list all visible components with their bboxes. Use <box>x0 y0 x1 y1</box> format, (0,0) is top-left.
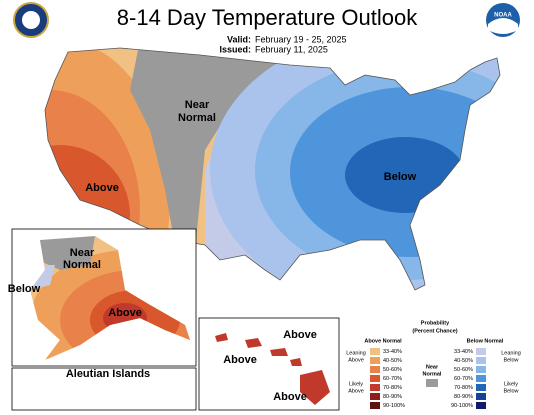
hawaii-island <box>270 348 288 356</box>
legend-near: Normal <box>423 371 442 377</box>
legend-leaning: Leaning <box>501 350 521 356</box>
legend-below-header: Below Normal <box>467 338 504 344</box>
noaa-logo-wave <box>488 18 518 34</box>
ak-near-label: Normal <box>63 259 101 271</box>
hawaii-big-island <box>300 370 330 405</box>
legend-above-range: 50-60% <box>383 367 402 373</box>
hawaii-label: Above <box>273 391 307 403</box>
title: 8-14 Day Temperature Outlook <box>117 5 418 30</box>
legend-above-swatch <box>370 384 380 391</box>
aleutian-label: Aleutian Islands <box>66 368 150 380</box>
issued-label: Issued: <box>219 44 251 54</box>
legend-below-swatch <box>476 348 486 355</box>
legend-leaning: Below <box>504 357 519 363</box>
hawaii-island <box>245 338 262 348</box>
legend-above-range: 80-90% <box>383 394 402 400</box>
hawaii-island <box>290 358 302 366</box>
legend-subtitle: (Percent Chance) <box>412 328 457 334</box>
legend-below-swatch <box>476 402 486 409</box>
legend-likely: Likely <box>349 381 363 387</box>
legend-below-range: 60-70% <box>454 376 473 382</box>
legend-above-range: 33-40% <box>383 349 402 355</box>
ak-below-label: Below <box>8 283 41 295</box>
legend-above-range: 70-80% <box>383 385 402 391</box>
legend-above-swatch <box>370 366 380 373</box>
legend-below-range: 33-40% <box>454 349 473 355</box>
legend-near: Near <box>426 364 439 370</box>
legend-below-swatch <box>476 357 486 364</box>
legend-below-range: 40-50% <box>454 358 473 364</box>
legend-below-swatch <box>476 384 486 391</box>
legend-above-header: Above Normal <box>364 338 402 344</box>
conus-below-label: Below <box>384 171 417 183</box>
hawaii-label: Above <box>283 329 317 341</box>
legend-above-range: 60-70% <box>383 376 402 382</box>
legend-leaning: Above <box>348 357 364 363</box>
legend-below-swatch <box>476 366 486 373</box>
legend-above-range: 40-50% <box>383 358 402 364</box>
legend-below-range: 70-80% <box>454 385 473 391</box>
legend-below-swatch <box>476 375 486 382</box>
noaa-text: NOAA <box>494 13 512 19</box>
legend-near-swatch <box>426 379 438 387</box>
ak-near-label: Near <box>70 247 95 259</box>
conus-near-label: Normal <box>178 112 216 124</box>
ak-above-label: Above <box>108 307 142 319</box>
legend-above-range: 90-100% <box>383 403 405 409</box>
doc-seal-center <box>22 11 40 29</box>
issued-date: February 11, 2025 <box>255 44 328 54</box>
legend-above-swatch <box>370 393 380 400</box>
legend-title: Probability <box>421 320 450 326</box>
hawaii-label: Above <box>223 354 257 366</box>
aleutian-inset <box>11 367 197 411</box>
valid-label: Valid: <box>227 34 251 44</box>
legend-above-swatch <box>370 402 380 409</box>
legend-likely: Below <box>504 388 519 394</box>
legend-leaning: Leaning <box>346 350 366 356</box>
hawaii-island <box>215 333 228 342</box>
legend-below-range: 80-90% <box>454 394 473 400</box>
legend-likely: Above <box>348 388 364 394</box>
conus-near-label: Near <box>185 99 210 111</box>
conus-outline <box>44 47 501 291</box>
ak-near-normal <box>38 236 95 270</box>
legend-above-swatch <box>370 357 380 364</box>
legend-below-swatch <box>476 393 486 400</box>
legend-below-range: 90-100% <box>451 403 473 409</box>
legend-below-range: 50-60% <box>454 367 473 373</box>
valid-dates: February 19 - 25, 2025 <box>255 34 347 44</box>
legend-likely: Likely <box>504 381 518 387</box>
legend-above-swatch <box>370 375 380 382</box>
legend-above-swatch <box>370 348 380 355</box>
legend: Probability (Percent Chance) Above Norma… <box>346 320 521 409</box>
conus-above-label: Above <box>85 182 119 194</box>
